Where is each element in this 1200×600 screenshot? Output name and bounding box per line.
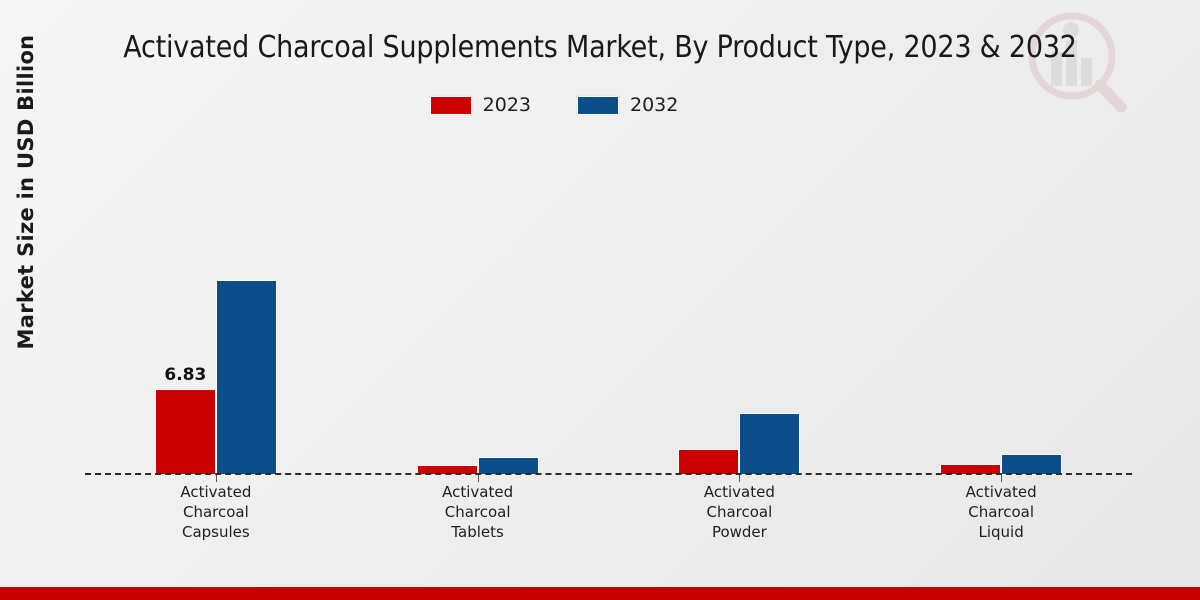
- x-label-line: Charcoal: [968, 503, 1035, 521]
- legend-item-2023[interactable]: 2023: [429, 94, 531, 116]
- page-title: Activated Charcoal Supplements Market, B…: [123, 30, 1077, 65]
- x-label-line: Activated: [703, 483, 775, 501]
- x-label-line: Charcoal: [182, 503, 249, 521]
- x-label-capsules: Activated Charcoal Capsules: [85, 482, 347, 542]
- plot-area: 6.83: [85, 140, 1132, 482]
- x-label-line: Liquid: [978, 523, 1024, 541]
- x-label-line: Charcoal: [444, 503, 511, 521]
- bar-group-liquid: [870, 140, 1132, 482]
- bar-group-tablets: [347, 140, 609, 482]
- axis-tick: [1001, 475, 1003, 482]
- chart-legend: 2023 2032: [0, 94, 1200, 116]
- legend-label-2032: 2032: [630, 94, 679, 116]
- bar-2032-liquid[interactable]: [1001, 454, 1063, 475]
- x-label-liquid: Activated Charcoal Liquid: [870, 482, 1132, 542]
- bar-group-powder: [609, 140, 871, 482]
- bar-groups: 6.83: [85, 140, 1132, 482]
- axis-tick: [477, 475, 479, 482]
- footer-accent-bar: [0, 587, 1200, 600]
- x-label-line: Powder: [711, 523, 767, 541]
- axis-tick: [739, 475, 741, 482]
- legend-label-2023: 2023: [482, 94, 531, 116]
- x-label-line: Activated: [180, 483, 252, 501]
- legend-swatch-2032: [577, 95, 619, 115]
- x-label-powder: Activated Charcoal Powder: [609, 482, 871, 542]
- legend-swatch-2023: [429, 95, 472, 115]
- axis-tick: [215, 475, 217, 482]
- x-axis-baseline: [85, 473, 1132, 475]
- x-label-tablets: Activated Charcoal Tablets: [347, 482, 609, 542]
- x-label-line: Activated: [965, 483, 1037, 501]
- legend-item-2032[interactable]: 2032: [577, 94, 678, 116]
- bar-group-capsules: 6.83: [85, 140, 347, 482]
- bar-2032-powder[interactable]: [739, 413, 801, 475]
- bar-2032-capsules[interactable]: [215, 280, 277, 475]
- x-label-line: Tablets: [451, 523, 504, 541]
- y-axis-title: Market Size in USD Billion: [14, 34, 38, 350]
- bar-2023-powder[interactable]: [678, 449, 740, 475]
- bar-value-2023-capsules: 6.83: [164, 365, 207, 385]
- x-axis-labels: Activated Charcoal Capsules Activated Ch…: [85, 482, 1132, 542]
- x-label-line: Charcoal: [706, 503, 773, 521]
- x-label-line: Activated: [442, 483, 514, 501]
- x-label-line: Capsules: [182, 523, 250, 541]
- bar-2023-capsules[interactable]: 6.83: [154, 365, 216, 475]
